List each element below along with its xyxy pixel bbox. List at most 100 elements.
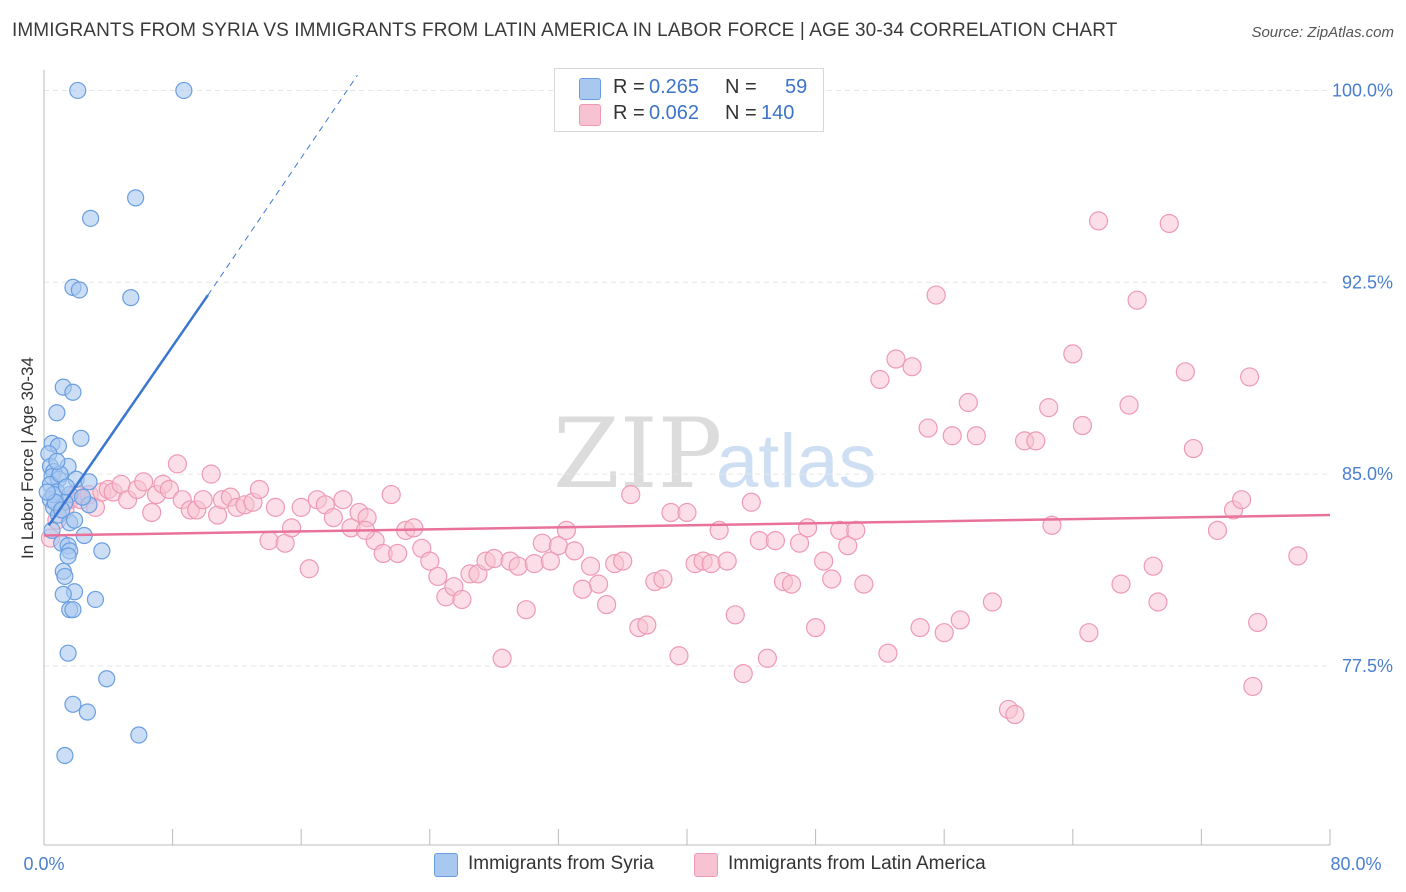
latam-point xyxy=(765,531,786,551)
latam-point xyxy=(142,502,162,523)
latam-point xyxy=(1159,213,1179,234)
latam-point xyxy=(1119,395,1139,415)
syria-point xyxy=(56,567,74,586)
latam-point xyxy=(1026,431,1046,451)
latam-point xyxy=(934,623,954,643)
syria-point xyxy=(82,209,100,227)
syria-point xyxy=(59,644,77,662)
latam-point xyxy=(1183,438,1203,459)
syria-point xyxy=(130,726,148,744)
latam-point xyxy=(854,574,874,594)
latam-point xyxy=(1079,623,1099,643)
latam-point xyxy=(966,426,986,446)
latam-point xyxy=(822,569,842,589)
latam-point xyxy=(926,285,946,305)
latam-point xyxy=(1111,574,1131,594)
latam-trend-line xyxy=(43,513,1331,537)
latam-point xyxy=(564,541,585,561)
syria-point xyxy=(59,547,77,565)
syria-point xyxy=(127,189,145,207)
latam-point xyxy=(942,426,962,446)
bottom-legend-swatch-latam xyxy=(694,853,718,877)
legend-swatch-syria xyxy=(579,78,601,100)
legend-n-label: N = xyxy=(725,102,757,124)
legend-r-value-syria: 0.265 xyxy=(649,76,700,98)
legend-swatch-latam xyxy=(579,104,601,126)
syria-point xyxy=(48,452,66,470)
latam-point xyxy=(950,610,970,630)
y-tick-labels: 77.5% 85.0% 92.5% 100.0% xyxy=(1332,80,1393,675)
syria-point xyxy=(38,483,56,501)
latam-point xyxy=(982,592,1003,612)
latam-point xyxy=(580,556,601,576)
latam-point xyxy=(757,648,777,668)
latam-point xyxy=(484,548,504,569)
latam-point xyxy=(588,574,609,594)
latam-point xyxy=(661,502,681,523)
latam-point xyxy=(259,531,279,551)
latam-point xyxy=(1288,546,1308,566)
syria-point xyxy=(72,429,90,447)
latam-point xyxy=(1248,612,1268,633)
y-tick-label: 77.5% xyxy=(1342,656,1393,676)
latam-point xyxy=(1005,704,1025,725)
latam-point xyxy=(846,520,866,540)
legend-n-value-latam: 140 xyxy=(761,102,795,124)
latam-point xyxy=(201,464,221,484)
latam-point xyxy=(159,479,179,500)
grid-lines xyxy=(44,89,1330,667)
syria-point xyxy=(69,81,87,100)
syria-trend-extension xyxy=(207,74,358,296)
latam-point xyxy=(910,617,930,638)
syria-point xyxy=(98,670,116,688)
latam-point xyxy=(333,490,353,510)
legend-n-value-syria: 59 xyxy=(785,76,808,98)
latam-point xyxy=(1207,520,1228,540)
latam-point xyxy=(814,551,834,571)
latam-point xyxy=(193,490,213,510)
latam-point xyxy=(1039,398,1059,418)
latam-point xyxy=(281,518,302,538)
latam-point xyxy=(291,497,311,517)
legend-r-label: R = xyxy=(613,102,645,124)
latam-point xyxy=(299,559,319,579)
y-axis-label: In Labor Force | Age 30-34 xyxy=(18,357,37,559)
syria-trend-line xyxy=(47,294,209,526)
latam-point xyxy=(492,648,512,668)
latam-point xyxy=(918,418,938,438)
x-tick-label-min: 0.0% xyxy=(23,854,64,874)
trend-lines xyxy=(43,74,1331,537)
latam-point xyxy=(621,484,641,505)
latam-point xyxy=(781,574,802,594)
latam-point xyxy=(516,600,536,620)
latam-point xyxy=(725,605,745,625)
legend-n-label: N = xyxy=(725,76,757,98)
legend: R = 0.265 N = 59 R = 0.062 N = 140 xyxy=(554,68,824,132)
latam-point xyxy=(556,520,577,540)
latam-point xyxy=(701,554,721,574)
watermark-atlas: atlas xyxy=(716,419,877,504)
syria-point xyxy=(56,746,74,765)
chart-title: IMMIGRANTS FROM SYRIA VS IMMIGRANTS FROM… xyxy=(12,20,1118,41)
latam-point xyxy=(886,349,906,369)
latam-point xyxy=(524,554,544,574)
latam-point xyxy=(452,589,472,610)
latam-point xyxy=(1143,556,1163,576)
syria-point xyxy=(64,601,82,619)
syria-point xyxy=(64,695,82,713)
latam-point xyxy=(677,502,697,523)
syria-points xyxy=(38,81,193,765)
latam-point xyxy=(749,531,769,551)
legend-r-label: R = xyxy=(613,76,645,98)
latam-point xyxy=(404,518,424,538)
latam-point xyxy=(637,615,657,635)
syria-point xyxy=(122,289,140,307)
latam-point xyxy=(249,479,270,500)
latam-point xyxy=(870,369,890,390)
latam-point xyxy=(741,492,761,512)
latam-point xyxy=(381,484,401,505)
source-label: Source: ZipAtlas.com xyxy=(1251,24,1394,41)
syria-point xyxy=(78,703,97,721)
latam-point xyxy=(167,454,188,474)
